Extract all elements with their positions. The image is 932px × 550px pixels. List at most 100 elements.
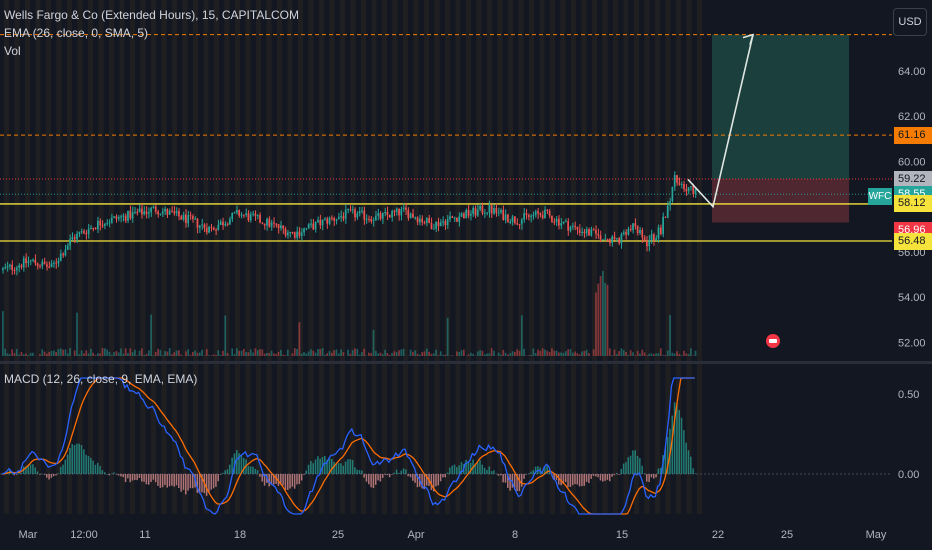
volume-bar [161, 355, 164, 356]
horizontal-levels[interactable] [0, 34, 892, 242]
session-stripe [161, 0, 167, 514]
histogram-bar [435, 474, 437, 487]
volume-bar [430, 353, 433, 356]
candle-body [458, 216, 461, 222]
histogram-bar [136, 474, 138, 481]
earnings-icon[interactable] [766, 334, 780, 348]
candle-body [273, 222, 275, 224]
volume-bar [419, 354, 421, 356]
histogram-bar [680, 417, 683, 474]
histogram-bar [300, 474, 303, 481]
candle-body [372, 220, 375, 222]
histogram-bar [298, 474, 301, 485]
long-position-zones[interactable] [712, 34, 849, 223]
histogram-bar [379, 474, 382, 482]
histogram-bar [393, 472, 396, 474]
legend-ema[interactable]: EMA (26, close, 0, SMA, 5) [4, 26, 149, 40]
volume-bar [180, 354, 183, 356]
histogram-bar [178, 474, 180, 489]
currency-button[interactable]: USD [893, 8, 927, 36]
candle-body [78, 232, 81, 234]
histogram-bar [238, 453, 240, 474]
volume-bar [254, 348, 257, 356]
macd-axis[interactable]: 0.50 0.00 [898, 389, 919, 481]
volume-bar [159, 349, 162, 356]
candle-body [317, 219, 319, 222]
volume-bar [337, 353, 340, 356]
time-axis[interactable]: Mar 12:00 11 18 25 Apr 8 15 22 25 May [19, 529, 887, 541]
volume-bar [354, 348, 356, 356]
candle-body [620, 234, 623, 244]
candle-body [604, 238, 607, 240]
projection-arrow[interactable] [687, 33, 755, 209]
histogram-bar [242, 457, 245, 474]
candle-body [486, 212, 488, 214]
candle-body [15, 267, 18, 271]
candle-body [335, 219, 338, 221]
price-axis[interactable]: 64.00 62.00 60.00 56.00 54.00 52.00 [898, 66, 926, 350]
candle-body [252, 213, 254, 215]
candle-body [483, 212, 486, 214]
volume-bar [147, 350, 150, 356]
candle-body [527, 215, 530, 217]
candle-body [92, 227, 95, 229]
legend-volume[interactable]: Vol [4, 44, 21, 58]
volume-bar [189, 354, 192, 356]
histogram-bar [303, 474, 305, 475]
candle-body [449, 216, 451, 220]
histogram-bar [613, 474, 616, 476]
histogram-bar [340, 463, 342, 474]
candle-body [222, 221, 224, 226]
candle-body [479, 205, 481, 210]
volume-bar [560, 352, 563, 356]
histogram-bar [342, 465, 345, 474]
candle-body [71, 237, 74, 240]
volume-bar [293, 348, 296, 356]
legend-macd[interactable]: MACD (12, 26, close, 9, EMA, EMA) [4, 372, 198, 386]
session-stripe [424, 0, 429, 514]
volume-bar [460, 350, 463, 356]
histogram-bar [224, 470, 226, 474]
candle-body [490, 205, 493, 214]
session-stripe [235, 0, 240, 514]
volume-bar [99, 353, 102, 356]
pane-separator[interactable] [0, 361, 932, 364]
candle-body [261, 222, 264, 224]
histogram-bar [18, 472, 20, 474]
volume-bar [544, 349, 546, 356]
histogram-bar [150, 474, 152, 482]
histogram-bar [46, 474, 48, 478]
volume-bar [602, 270, 604, 356]
volume-bar [76, 312, 78, 356]
histogram-bar [254, 468, 257, 474]
candle-body [569, 226, 572, 231]
histogram-bar [567, 474, 569, 488]
session-stripe [224, 0, 230, 514]
session-stripe [697, 0, 702, 514]
volume-bar [627, 355, 630, 356]
candle-body [683, 183, 685, 190]
volume-bar [680, 355, 683, 356]
session-stripe [46, 0, 51, 514]
volume-bar [694, 350, 697, 356]
histogram-bar [488, 466, 491, 474]
histogram-bar [69, 447, 71, 474]
session-stripe [686, 0, 692, 514]
histogram-bar [168, 474, 171, 487]
volume-bar [4, 348, 7, 356]
legend-symbol[interactable]: Wells Fargo & Co (Extended Hours), 15, C… [4, 8, 299, 22]
histogram-bar [80, 445, 83, 474]
volume-bar [595, 292, 597, 356]
candle-body [85, 233, 88, 235]
candle-body [161, 211, 164, 214]
histogram-bar [252, 466, 254, 474]
histogram-bar [432, 474, 435, 492]
candle-body [175, 211, 178, 214]
candle-body [469, 213, 472, 216]
volume-bar [439, 351, 442, 356]
histogram-bar [509, 474, 511, 491]
histogram-bar [467, 462, 470, 474]
histogram-bar [122, 474, 124, 478]
histogram-bar [201, 474, 203, 493]
candle-body [669, 201, 671, 206]
